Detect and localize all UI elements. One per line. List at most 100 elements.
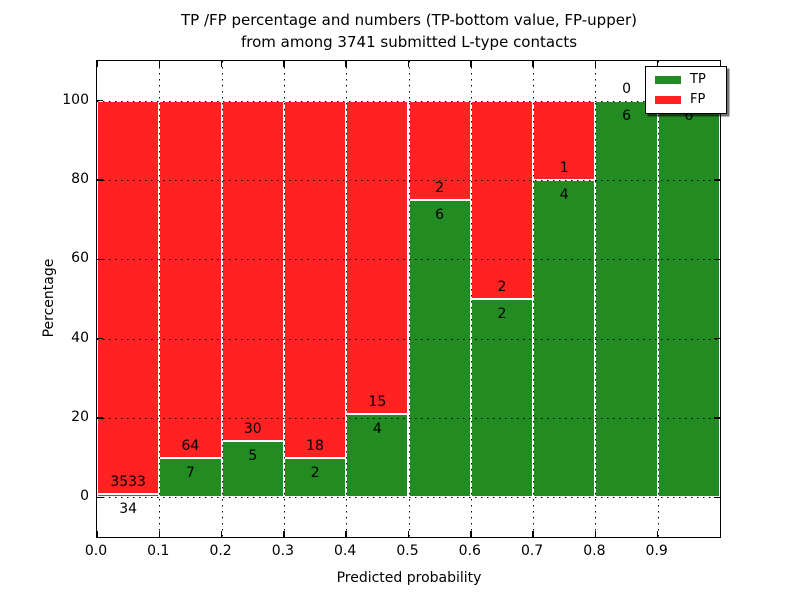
tp-count-label: 7 <box>185 465 195 482</box>
tp-bar-segment <box>595 100 658 498</box>
x-tick-mark <box>407 531 410 537</box>
x-tick-mark <box>158 531 161 537</box>
y-tick-mark <box>714 417 720 419</box>
fp-bar-segment <box>97 100 160 494</box>
y-tick-mark <box>97 417 103 419</box>
v-gridline <box>159 61 161 537</box>
x-tick-label: 0.1 <box>147 543 170 559</box>
x-tick-label: 0.8 <box>583 543 606 559</box>
fp-count-label: 30 <box>243 420 262 437</box>
v-gridline <box>221 61 223 537</box>
y-tick-label: 100 <box>62 91 89 108</box>
fp-count-label: 15 <box>368 393 387 410</box>
x-tick-mark <box>656 61 659 67</box>
fp-bar-segment <box>283 100 347 458</box>
x-tick-mark <box>96 61 98 67</box>
y-tick-mark <box>714 496 720 499</box>
fp-count-label: 3533 <box>110 473 146 490</box>
x-tick-label: 0.7 <box>520 543 544 559</box>
v-gridline <box>408 61 410 537</box>
fp-count-label: 2 <box>435 179 445 196</box>
fp-bar-segment <box>346 100 409 414</box>
tp-bar-segment <box>470 299 534 498</box>
legend: TP FP <box>645 66 727 114</box>
fp-count-label: 18 <box>306 437 324 454</box>
x-tick-mark <box>345 531 347 537</box>
legend-label: TP <box>690 72 706 87</box>
fp-swatch-icon <box>655 95 681 104</box>
y-tick-mark <box>97 258 103 261</box>
y-axis-label: Percentage <box>41 258 57 338</box>
x-tick-label: 0.5 <box>396 543 419 559</box>
x-tick-mark <box>220 531 223 537</box>
fp-count-label: 2 <box>497 279 507 295</box>
fp-count-label: 1 <box>559 160 569 176</box>
y-tick-label: 0 <box>80 488 89 505</box>
legend-item-fp: FP <box>655 93 717 106</box>
tp-count-label: 2 <box>310 464 320 481</box>
tp-count-label: 34 <box>119 500 138 517</box>
tp-count-label: 6 <box>684 107 694 124</box>
tp-count-label: 4 <box>372 420 382 437</box>
y-tick-mark <box>714 337 720 340</box>
x-tick-mark <box>283 61 285 67</box>
x-tick-label: 0.0 <box>84 543 108 559</box>
x-tick-mark <box>532 61 534 67</box>
x-tick-mark <box>407 61 410 67</box>
fp-bar-segment <box>221 100 284 441</box>
chart-title-line1: TP /FP percentage and numbers (TP-bottom… <box>181 11 637 29</box>
y-tick-mark <box>714 179 720 181</box>
x-tick-mark <box>594 531 597 537</box>
y-tick-label: 80 <box>71 171 89 187</box>
x-tick-mark <box>283 531 285 537</box>
x-tick-label: 0.6 <box>458 543 481 559</box>
v-gridline <box>657 61 659 537</box>
tp-count-label: 5 <box>248 447 258 464</box>
chart-title: TP /FP percentage and numbers (TP-bottom… <box>96 9 722 53</box>
legend-item-tp: TP <box>655 73 717 86</box>
x-tick-mark <box>656 531 659 537</box>
tp-bar-segment <box>346 413 409 498</box>
y-tick-mark <box>97 99 103 102</box>
y-tick-label: 40 <box>71 329 89 346</box>
y-tick-mark <box>714 258 720 261</box>
x-tick-mark <box>345 61 347 67</box>
legend-label: FP <box>690 92 706 107</box>
y-tick-mark <box>97 337 103 340</box>
tp-count-label: 6 <box>622 107 632 124</box>
x-tick-mark <box>594 61 597 67</box>
chart-title-line2: from among 3741 submitted L-type contact… <box>240 33 578 51</box>
x-tick-mark <box>158 61 161 67</box>
fp-bar-segment <box>470 100 534 299</box>
fp-bar-segment <box>159 100 222 459</box>
tp-count-label: 4 <box>559 187 569 203</box>
v-gridline <box>283 61 285 537</box>
v-gridline <box>470 61 472 537</box>
x-tick-label: 0.4 <box>334 543 357 559</box>
x-tick-label: 0.2 <box>209 543 232 559</box>
x-tick-mark <box>470 531 472 537</box>
fp-count-label: 0 <box>622 80 632 97</box>
v-gridline <box>595 61 597 537</box>
tp-swatch-icon <box>655 75 681 84</box>
x-tick-mark <box>220 61 223 67</box>
tp-bar-segment <box>97 493 160 498</box>
tp-bar-segment <box>408 199 471 498</box>
y-tick-label: 60 <box>71 250 89 267</box>
v-gridline <box>346 61 348 537</box>
x-tick-label: 0.3 <box>271 543 295 559</box>
x-tick-label: 0.9 <box>645 543 668 559</box>
x-axis-label: Predicted probability <box>336 570 482 586</box>
tp-bar-segment <box>159 458 222 498</box>
v-gridline <box>533 61 535 537</box>
y-tick-label: 20 <box>71 409 89 425</box>
y-tick-mark <box>97 179 103 181</box>
tp-count-label: 6 <box>435 206 445 223</box>
x-tick-mark <box>470 61 472 67</box>
fp-count-label: 64 <box>181 438 200 455</box>
x-tick-mark <box>96 531 98 537</box>
x-tick-mark <box>532 531 534 537</box>
fp-bar-segment <box>533 100 596 180</box>
